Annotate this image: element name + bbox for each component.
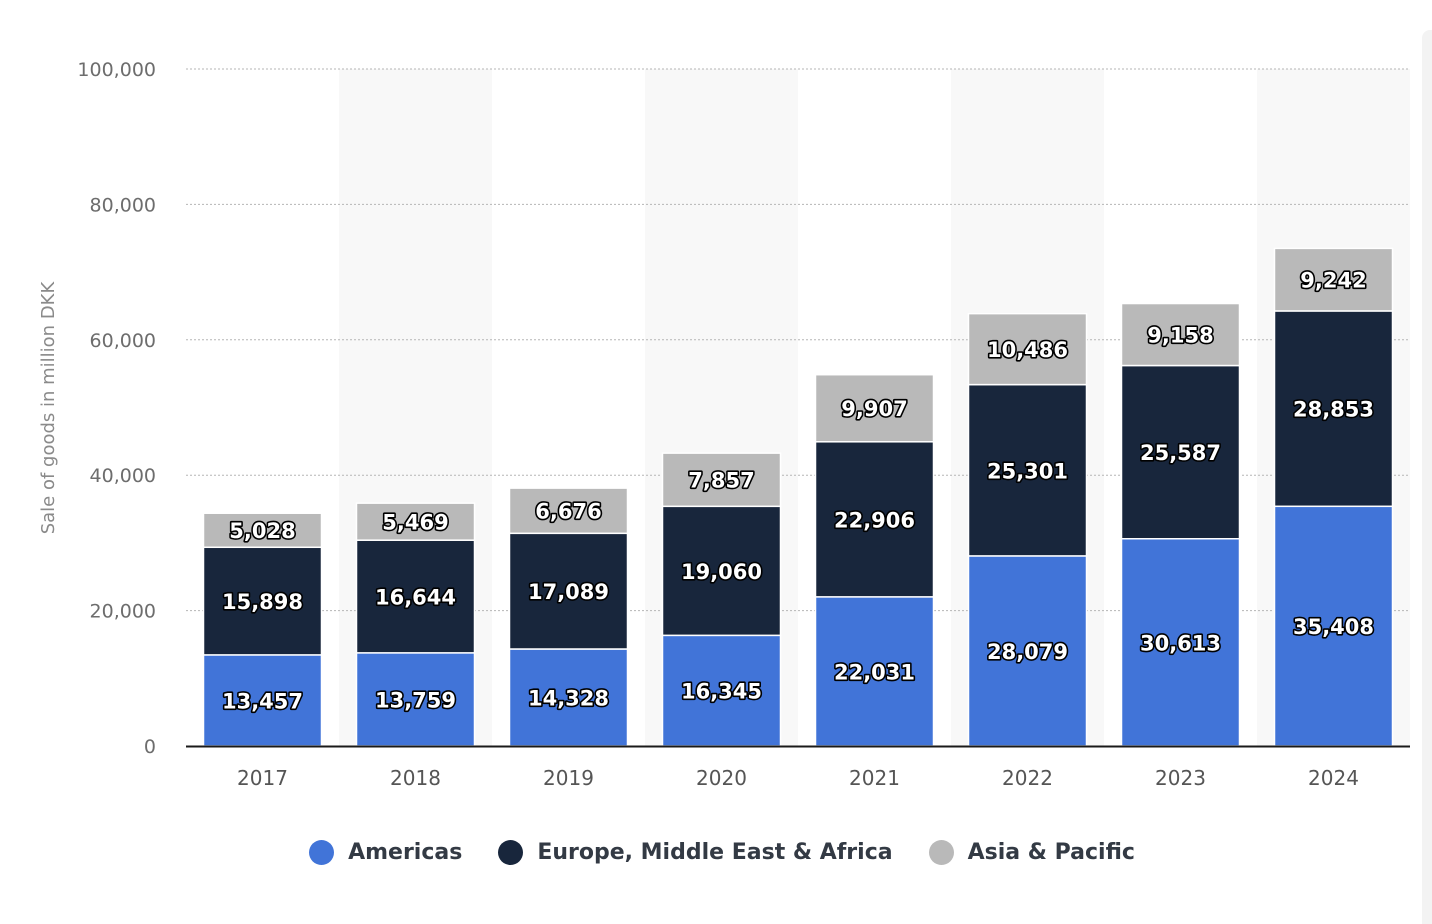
data-label: 9,158	[1147, 324, 1213, 348]
stacked-bar-chart: 0 20,000 40,000 60,000 80,000 100,000 Sale of …	[38, 59, 1410, 790]
legend-item[interactable]: Asia & Pacific	[928, 840, 1135, 865]
x-tick-label: 2021	[849, 766, 900, 790]
data-label: 16,345	[681, 680, 762, 704]
data-label: 25,301	[987, 459, 1068, 483]
x-tick-label: 2022	[1002, 766, 1053, 790]
legend-item[interactable]: Americas	[309, 840, 462, 865]
data-label: 17,089	[528, 580, 609, 604]
bar-segment	[814, 596, 935, 747]
legend-label: Europe, Middle East & Africa	[537, 840, 893, 865]
y-tick-label: 20,000	[90, 601, 156, 623]
data-label: 6,676	[535, 500, 601, 524]
data-label: 22,906	[834, 508, 915, 532]
data-label: 5,028	[229, 519, 295, 543]
bar-segment	[1273, 310, 1394, 508]
bar-segment	[814, 373, 935, 443]
chart-legend: Americas Europe, Middle East & Africa Asia…	[0, 840, 1432, 865]
bar-segment	[1273, 505, 1394, 747]
y-tick-label: 40,000	[90, 465, 156, 487]
data-label: 28,079	[987, 640, 1068, 664]
y-tick-label: 80,000	[90, 194, 156, 216]
legend-item[interactable]: Europe, Middle East & Africa	[498, 840, 893, 865]
y-axis-title: Sale of goods in million DKK	[38, 281, 59, 535]
bar-segment	[814, 441, 935, 598]
y-tick-label: 0	[144, 736, 156, 758]
bar-segment	[202, 654, 323, 747]
data-label: 28,853	[1293, 398, 1374, 422]
bar-segment	[355, 539, 476, 654]
data-label: 35,408	[1293, 615, 1374, 639]
bar-segment	[661, 452, 782, 508]
bar-segment	[202, 546, 323, 656]
data-label: 9,242	[1300, 269, 1366, 293]
bar-segment	[1120, 302, 1241, 367]
data-label: 19,060	[681, 560, 762, 584]
data-label: 5,469	[382, 511, 448, 535]
legend-swatch-icon	[928, 840, 954, 865]
data-label: 13,457	[222, 689, 303, 713]
side-panel-edge	[1422, 30, 1432, 924]
legend-swatch-icon	[309, 840, 335, 865]
x-tick-label: 2023	[1155, 766, 1206, 790]
legend-label: Americas	[348, 840, 463, 865]
bar-segment	[508, 487, 629, 535]
legend-label: Asia & Pacific	[967, 840, 1135, 865]
data-label: 7,857	[688, 469, 754, 493]
bar-segment	[967, 555, 1088, 747]
legend-swatch-icon	[498, 840, 524, 865]
data-label: 25,587	[1140, 441, 1221, 465]
bar-segment	[1273, 247, 1394, 312]
bar-segment	[355, 502, 476, 541]
bar-segment	[967, 312, 1088, 386]
bar-segment	[355, 652, 476, 747]
x-tick-label: 2019	[543, 766, 594, 790]
data-label: 22,031	[834, 660, 915, 684]
data-label: 30,613	[1140, 631, 1221, 655]
y-tick-label: 60,000	[90, 330, 156, 352]
x-tick-label: 2017	[237, 766, 288, 790]
x-tick-label: 2024	[1308, 766, 1359, 790]
bar-segment	[967, 383, 1088, 557]
data-label: 9,907	[841, 397, 907, 421]
y-tick-label: 100,000	[77, 59, 156, 81]
bar-segment	[202, 512, 323, 549]
bar-segment	[508, 532, 629, 650]
data-label: 10,486	[987, 338, 1068, 362]
data-label: 13,759	[375, 688, 456, 712]
data-label: 14,328	[528, 686, 609, 710]
data-label: 16,644	[375, 586, 456, 610]
bar-segment	[1120, 538, 1241, 747]
data-label: 15,898	[222, 590, 303, 614]
x-tick-label: 2020	[696, 766, 747, 790]
x-tick-label: 2018	[390, 766, 441, 790]
